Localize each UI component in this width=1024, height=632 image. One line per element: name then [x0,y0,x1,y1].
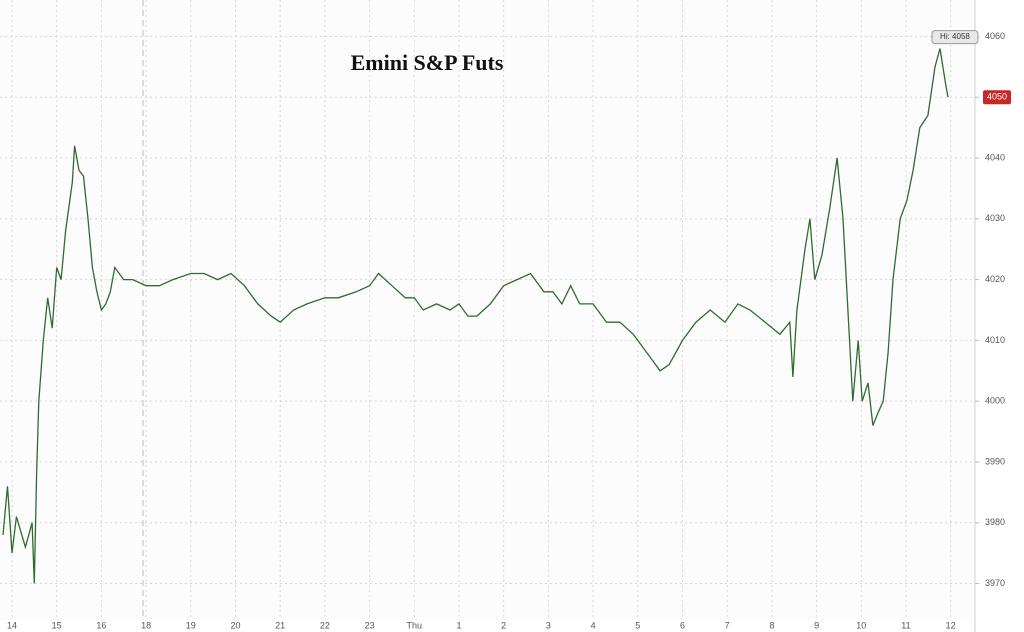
x-tick-label: 22 [320,620,330,630]
x-tick-label: 3 [546,620,551,630]
y-tick-label: 3990 [985,456,1005,466]
y-tick-label: 4040 [985,152,1005,162]
x-tick-label: 9 [814,620,819,630]
x-tick-label: 8 [769,620,774,630]
y-tick-label: 3980 [985,517,1005,527]
y-tick-label: 3970 [985,578,1005,588]
x-tick-label: 16 [96,620,106,630]
x-tick-label: 11 [901,620,910,630]
x-tick-label: 5 [635,620,640,630]
x-tick-label: 20 [230,620,240,630]
high-label: Hi: 4058 [940,32,970,41]
x-tick-label: 2 [501,620,506,630]
x-tick-label: 23 [365,620,375,630]
x-tick-label: 14 [7,620,17,630]
x-tick-label: Thu [407,620,423,630]
y-tick-label: 4020 [985,274,1005,284]
x-tick-label: 15 [52,620,62,630]
last-price-label: 4050 [987,92,1007,102]
x-tick-label: 21 [275,620,285,630]
x-tick-label: 19 [186,620,196,630]
y-tick-label: 4030 [985,213,1005,223]
x-tick-label: 10 [856,620,866,630]
y-tick-label: 4060 [985,31,1005,41]
last-price-box [983,90,1011,105]
y-tick-label: 4000 [985,396,1005,406]
chart-title: Emini S&P Futs [351,50,504,75]
x-tick-label: 1 [456,620,461,630]
x-tick-label: 7 [725,620,730,630]
plot-background [0,0,975,620]
x-tick-label: 12 [946,620,956,630]
high-label-box [931,30,979,45]
x-tick-label: 4 [591,620,596,630]
x-tick-label: 18 [141,620,151,630]
price-line [2,48,949,584]
y-tick-label: 4010 [985,335,1005,345]
x-tick-label: 6 [680,620,685,630]
